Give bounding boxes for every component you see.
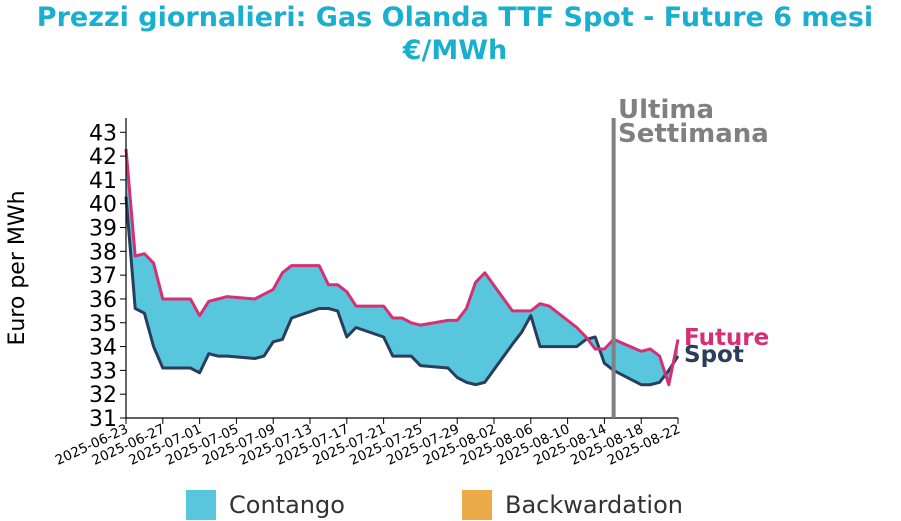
y-tick-label: 40: [89, 193, 117, 218]
last-week-annotation-line2: Settimana: [618, 119, 769, 149]
chart-title-line2: €/MWh: [402, 35, 508, 66]
future-end-label: Future: [684, 325, 769, 351]
spot-end-label: Spot: [684, 342, 744, 368]
y-tick-label: 35: [89, 312, 117, 337]
y-tick-label: 38: [89, 240, 117, 265]
y-tick-label: 34: [89, 336, 117, 361]
future-line: [124, 148, 680, 387]
y-tick-label: 43: [89, 121, 117, 146]
y-tick-label: 33: [89, 359, 117, 384]
x-axis-ticks: 2025-06-232025-06-272025-07-012025-07-05…: [53, 418, 683, 469]
series-lines: [124, 148, 680, 387]
contango-fill: [126, 149, 678, 385]
legend-label-backwardation: Backwardation: [505, 491, 683, 519]
contango-area: [126, 149, 678, 385]
y-axis-label: Euro per MWh: [5, 190, 30, 345]
y-tick-label: 32: [89, 383, 117, 408]
y-tick-label: 41: [89, 169, 117, 194]
y-tick-label: 39: [89, 217, 117, 242]
legend-swatch-contango: [186, 490, 216, 520]
chart-title-line1: Prezzi giornalieri: Gas Olanda TTF Spot …: [37, 2, 873, 33]
y-tick-label: 31: [89, 407, 117, 432]
y-tick-label: 37: [89, 264, 117, 289]
last-week-annotation-line1: Ultima: [618, 95, 714, 125]
legend-swatch-backwardation: [462, 490, 492, 520]
spot-line: [124, 196, 680, 387]
y-tick-label: 36: [89, 288, 117, 313]
legend-label-contango: Contango: [229, 491, 345, 519]
y-tick-label: 42: [89, 145, 117, 170]
